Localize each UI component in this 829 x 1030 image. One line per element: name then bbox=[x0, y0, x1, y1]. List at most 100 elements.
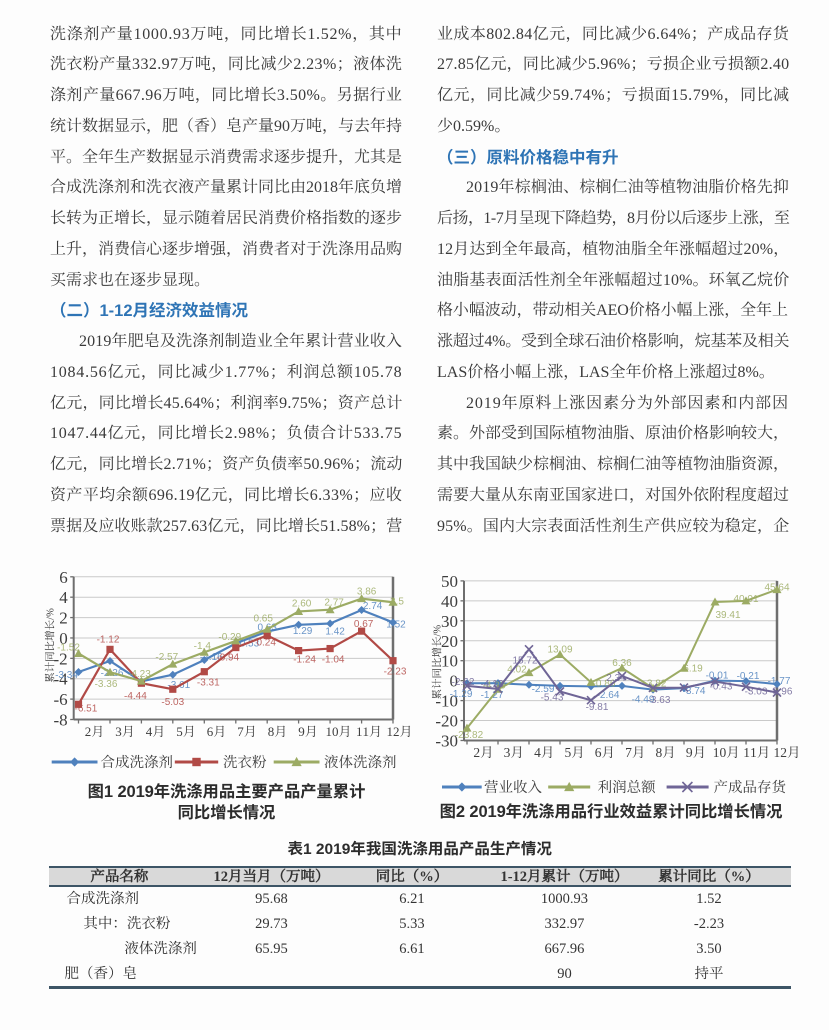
svg-text:13.09: 13.09 bbox=[547, 645, 572, 656]
svg-text:0.67: 0.67 bbox=[354, 619, 374, 630]
svg-text:-4.13: -4.13 bbox=[481, 679, 504, 690]
svg-text:产成品存货: 产成品存货 bbox=[714, 779, 788, 796]
svg-text:-0.29: -0.29 bbox=[218, 632, 241, 643]
svg-text:-0.86: -0.86 bbox=[593, 678, 616, 689]
svg-text:-3.36: -3.36 bbox=[95, 679, 118, 690]
svg-text:10月: 10月 bbox=[325, 724, 351, 739]
svg-text:8月: 8月 bbox=[655, 745, 675, 760]
svg-text:-4.44: -4.44 bbox=[124, 691, 147, 702]
svg-text:营业收入: 营业收入 bbox=[484, 779, 542, 796]
svg-text:1.29: 1.29 bbox=[293, 626, 313, 637]
svg-text:液体洗涤剂: 液体洗涤剂 bbox=[324, 754, 397, 771]
svg-text:10: 10 bbox=[441, 652, 458, 671]
svg-text:-2.59: -2.59 bbox=[532, 684, 555, 695]
svg-text:-3.63: -3.63 bbox=[648, 695, 671, 706]
svg-text:9月: 9月 bbox=[686, 745, 706, 760]
svg-text:-1.29: -1.29 bbox=[450, 689, 473, 700]
svg-text:50: 50 bbox=[441, 572, 458, 591]
svg-text:-4.49: -4.49 bbox=[632, 695, 655, 706]
svg-text:-8: -8 bbox=[54, 711, 68, 730]
svg-text:6: 6 bbox=[59, 568, 67, 587]
svg-text:-1.4: -1.4 bbox=[194, 641, 212, 652]
svg-text:-2.23: -2.23 bbox=[384, 667, 407, 678]
svg-text:3月: 3月 bbox=[115, 724, 135, 739]
svg-text:45.64: 45.64 bbox=[764, 583, 789, 594]
svg-text:-2: -2 bbox=[54, 649, 68, 668]
svg-text:-5.03: -5.03 bbox=[161, 697, 184, 708]
svg-text:-3.74: -3.74 bbox=[683, 686, 706, 697]
svg-text:累计同比增长/%: 累计同比增长/% bbox=[432, 625, 444, 700]
svg-text:-3.31: -3.31 bbox=[197, 678, 220, 689]
svg-text:6.36: 6.36 bbox=[612, 658, 632, 669]
svg-text:39.41: 39.41 bbox=[715, 610, 740, 621]
svg-text:6.19: 6.19 bbox=[683, 663, 703, 674]
svg-text:-10: -10 bbox=[435, 692, 458, 711]
svg-text:-20: -20 bbox=[435, 712, 458, 731]
svg-text:20: 20 bbox=[441, 632, 458, 651]
svg-text:0: 0 bbox=[450, 672, 459, 691]
svg-text:累计同比增长/%: 累计同比增长/% bbox=[45, 608, 57, 683]
svg-text:0: 0 bbox=[59, 629, 67, 648]
svg-text:3.86: 3.86 bbox=[357, 587, 377, 598]
svg-text:30: 30 bbox=[441, 612, 458, 631]
svg-text:4: 4 bbox=[59, 588, 68, 607]
svg-text:2: 2 bbox=[59, 609, 67, 628]
svg-text:-1.12: -1.12 bbox=[97, 634, 120, 645]
svg-text:40: 40 bbox=[441, 592, 458, 611]
svg-text:合成洗涤剂: 合成洗涤剂 bbox=[101, 754, 174, 771]
svg-text:利润总额: 利润总额 bbox=[598, 779, 656, 796]
svg-text:0.65: 0.65 bbox=[253, 613, 273, 624]
svg-text:-6.51: -6.51 bbox=[75, 703, 98, 714]
svg-text:3月: 3月 bbox=[504, 745, 524, 760]
svg-text:10月: 10月 bbox=[713, 745, 740, 760]
svg-text:5月: 5月 bbox=[176, 724, 196, 739]
svg-text:6月: 6月 bbox=[207, 724, 227, 739]
svg-text:2月: 2月 bbox=[473, 745, 493, 760]
svg-text:2.34: 2.34 bbox=[606, 673, 626, 684]
svg-text:-1.24: -1.24 bbox=[293, 655, 316, 666]
svg-text:-2.64: -2.64 bbox=[597, 690, 620, 701]
svg-text:12月: 12月 bbox=[774, 745, 801, 760]
svg-text:-1.04: -1.04 bbox=[322, 655, 345, 666]
svg-text:-6: -6 bbox=[54, 690, 68, 709]
svg-text:2.60: 2.60 bbox=[292, 599, 312, 610]
svg-text:-0.43: -0.43 bbox=[710, 682, 733, 693]
svg-text:40.01: 40.01 bbox=[733, 594, 758, 605]
svg-text:-0.01: -0.01 bbox=[706, 671, 729, 682]
svg-text:-23.82: -23.82 bbox=[455, 730, 484, 741]
svg-text:-30: -30 bbox=[435, 732, 458, 751]
svg-text:7月: 7月 bbox=[237, 724, 257, 739]
svg-text:7月: 7月 bbox=[625, 745, 645, 760]
svg-text:4.02: 4.02 bbox=[507, 665, 527, 676]
svg-text:-3.82: -3.82 bbox=[644, 678, 667, 689]
svg-text:4月: 4月 bbox=[534, 745, 554, 760]
svg-text:2月: 2月 bbox=[85, 724, 105, 739]
svg-text:1.52: 1.52 bbox=[386, 620, 406, 631]
svg-text:0.24: 0.24 bbox=[256, 638, 276, 649]
svg-text:-5.96: -5.96 bbox=[770, 687, 793, 698]
svg-text:9月: 9月 bbox=[298, 724, 318, 739]
svg-text:-0.21: -0.21 bbox=[737, 671, 760, 682]
svg-text:8月: 8月 bbox=[268, 724, 288, 739]
svg-text:-2.57: -2.57 bbox=[155, 652, 178, 663]
svg-text:11月: 11月 bbox=[743, 745, 770, 760]
svg-text:6月: 6月 bbox=[595, 745, 615, 760]
svg-text:11月: 11月 bbox=[356, 724, 382, 739]
svg-text:3.5: 3.5 bbox=[390, 596, 404, 607]
svg-text:-1.52: -1.52 bbox=[57, 643, 80, 654]
svg-text:-5.43: -5.43 bbox=[541, 693, 564, 704]
svg-text:-4: -4 bbox=[54, 670, 69, 689]
svg-text:15.72: 15.72 bbox=[512, 655, 537, 666]
svg-text:-4.23: -4.23 bbox=[128, 669, 151, 680]
svg-text:12月: 12月 bbox=[386, 724, 412, 739]
svg-text:-1.77: -1.77 bbox=[768, 676, 791, 687]
svg-text:-2.16: -2.16 bbox=[200, 652, 223, 663]
svg-text:5月: 5月 bbox=[564, 745, 584, 760]
svg-text:-0.94: -0.94 bbox=[216, 653, 239, 664]
svg-text:2.74: 2.74 bbox=[363, 601, 383, 612]
svg-text:4月: 4月 bbox=[146, 724, 166, 739]
svg-text:2.77: 2.77 bbox=[324, 598, 344, 609]
svg-text:-3.34: -3.34 bbox=[55, 670, 78, 681]
svg-text:-9.81: -9.81 bbox=[586, 702, 609, 713]
svg-text:洗衣粉: 洗衣粉 bbox=[223, 754, 267, 771]
